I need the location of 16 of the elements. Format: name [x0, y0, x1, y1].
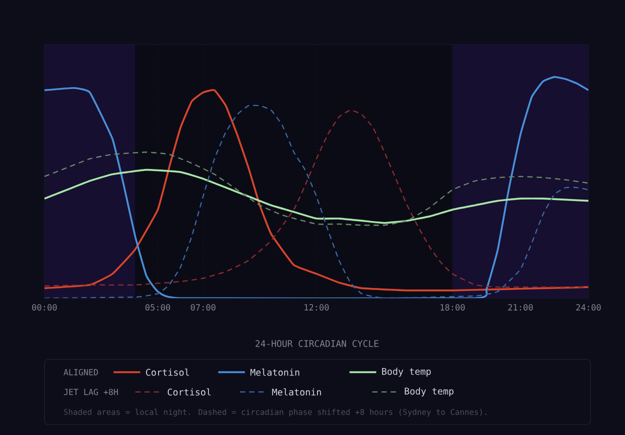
x-tick-label: 00:00	[32, 304, 57, 310]
x-tick-label: 12:00	[304, 304, 329, 310]
legend-label: Cortisol	[168, 388, 211, 396]
x-tick-label: 21:00	[508, 304, 533, 310]
legend-label: Melatonin	[250, 368, 300, 376]
legend-label: Cortisol	[146, 368, 189, 376]
text: ALIGNED	[64, 368, 98, 376]
legend-label: Body temp	[404, 387, 454, 396]
x-axis-title: 24-HOUR CIRCADIAN CYCLE	[256, 340, 378, 347]
legend-label: Body temp	[382, 368, 431, 376]
x-tick-label: 07:00	[190, 304, 216, 310]
legend-label: Melatonin	[272, 388, 321, 396]
text: JET LAG +8H	[64, 388, 118, 395]
x-tick-label: 24:00	[576, 304, 601, 310]
x-tick-label: 18:00	[440, 304, 465, 310]
x-tick-label: 05:00	[145, 304, 170, 310]
